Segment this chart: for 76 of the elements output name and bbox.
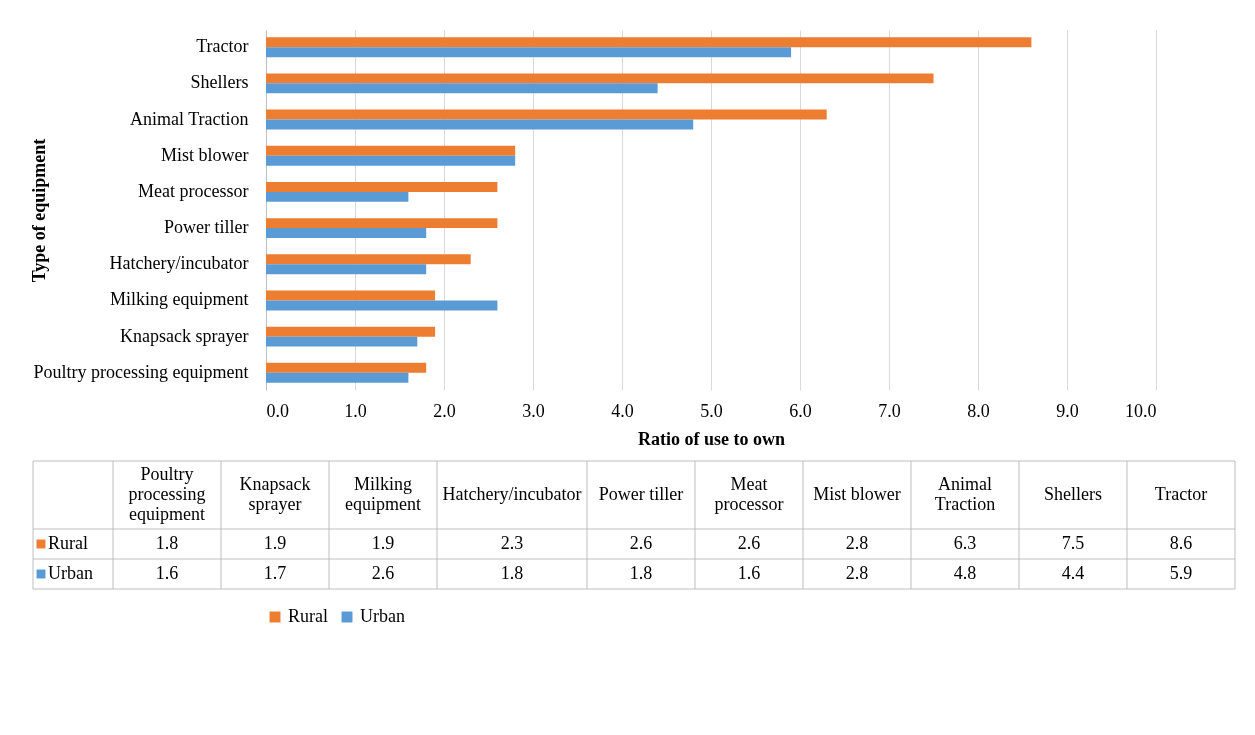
data-label: 7.5 bbox=[1061, 533, 1085, 553]
data-label: 1.9 bbox=[263, 533, 287, 553]
x-tick-label: 5.0 bbox=[700, 400, 723, 421]
x-tick-label: 4.0 bbox=[611, 400, 634, 421]
bar bbox=[266, 326, 436, 337]
data-label: 4.4 bbox=[1061, 563, 1085, 583]
x-tick-label: 8.0 bbox=[967, 400, 990, 421]
data-label: 1.9 bbox=[371, 533, 395, 553]
data-label: 2.8 bbox=[845, 533, 869, 553]
data-label: 2.3 bbox=[500, 533, 524, 553]
bar bbox=[266, 181, 498, 192]
legend-label: Rural bbox=[48, 533, 88, 553]
x-tick-label: 3.0 bbox=[522, 400, 545, 421]
x-tick-label: 9.0 bbox=[1056, 400, 1079, 421]
data-label: 1.8 bbox=[629, 563, 653, 583]
category-label: Tractor bbox=[1154, 484, 1208, 504]
y-tick-label: Poultry processing equipment bbox=[33, 361, 249, 382]
bar bbox=[266, 254, 471, 265]
category-label: Meat processor bbox=[714, 474, 784, 514]
x-tick-label: 2.0 bbox=[433, 400, 456, 421]
bar bbox=[266, 336, 418, 347]
legend-label: Urban bbox=[48, 563, 93, 583]
category-label: Power tiller bbox=[598, 484, 684, 504]
y-tick-label: Power tiller bbox=[164, 217, 249, 238]
y-tick-label: Shellers bbox=[190, 72, 249, 93]
bar bbox=[266, 83, 658, 94]
bar bbox=[266, 37, 1032, 48]
y-tick-label: Milking equipment bbox=[110, 289, 249, 310]
data-label: 6.3 bbox=[953, 533, 977, 553]
bar bbox=[266, 145, 516, 156]
y-tick-label: Knapsack sprayer bbox=[120, 325, 249, 346]
data-label: 1.6 bbox=[155, 563, 179, 583]
bar bbox=[266, 362, 427, 373]
y-tick-label: Animal Traction bbox=[129, 108, 249, 129]
data-label: 1.6 bbox=[737, 563, 761, 583]
data-label: 1.8 bbox=[500, 563, 524, 583]
x-tick-label: 10.0 bbox=[1125, 400, 1157, 421]
y-axis-title: Type of equipment bbox=[28, 138, 49, 283]
x-axis-title: Ratio of use to own bbox=[638, 428, 785, 449]
data-label: 1.7 bbox=[263, 563, 287, 583]
x-tick-label: 1.0 bbox=[344, 400, 367, 421]
bar bbox=[266, 73, 934, 84]
x-tick-label: 6.0 bbox=[789, 400, 812, 421]
bar bbox=[266, 47, 792, 58]
y-tick-label: Tractor bbox=[196, 36, 249, 57]
bar bbox=[266, 228, 427, 239]
bar bbox=[266, 300, 498, 311]
category-label: Milking equipment bbox=[345, 474, 421, 514]
x-tick-label: 7.0 bbox=[878, 400, 901, 421]
data-label: 8.6 bbox=[1169, 533, 1193, 553]
data-label: 1.8 bbox=[155, 533, 179, 553]
legend-label: Urban bbox=[360, 606, 405, 626]
bar bbox=[266, 119, 694, 130]
data-label: 2.8 bbox=[845, 563, 869, 583]
data-label: 2.6 bbox=[737, 533, 761, 553]
category-label: Mist blower bbox=[813, 484, 901, 504]
bar bbox=[266, 264, 427, 275]
y-tick-label: Mist blower bbox=[161, 144, 249, 165]
data-label: 4.8 bbox=[953, 563, 977, 583]
bar bbox=[266, 191, 409, 202]
data-label: 2.6 bbox=[371, 563, 395, 583]
data-label: 2.6 bbox=[629, 533, 653, 553]
category-label: Knapsack sprayer bbox=[239, 474, 311, 514]
bar bbox=[266, 218, 498, 229]
bar bbox=[266, 372, 409, 383]
category-label: Animal Traction bbox=[934, 474, 996, 514]
legend-label: Rural bbox=[288, 606, 328, 626]
bar bbox=[266, 109, 827, 120]
data-label: 5.9 bbox=[1169, 563, 1193, 583]
bar bbox=[266, 155, 516, 166]
category-label: Hatchery/incubator bbox=[442, 484, 582, 504]
bar bbox=[266, 290, 436, 301]
x-tick-label: 0.0 bbox=[266, 400, 289, 421]
y-tick-label: Meat processor bbox=[138, 180, 249, 201]
y-tick-label: Hatchery/incubator bbox=[109, 253, 249, 274]
category-label: Shellers bbox=[1044, 484, 1102, 504]
